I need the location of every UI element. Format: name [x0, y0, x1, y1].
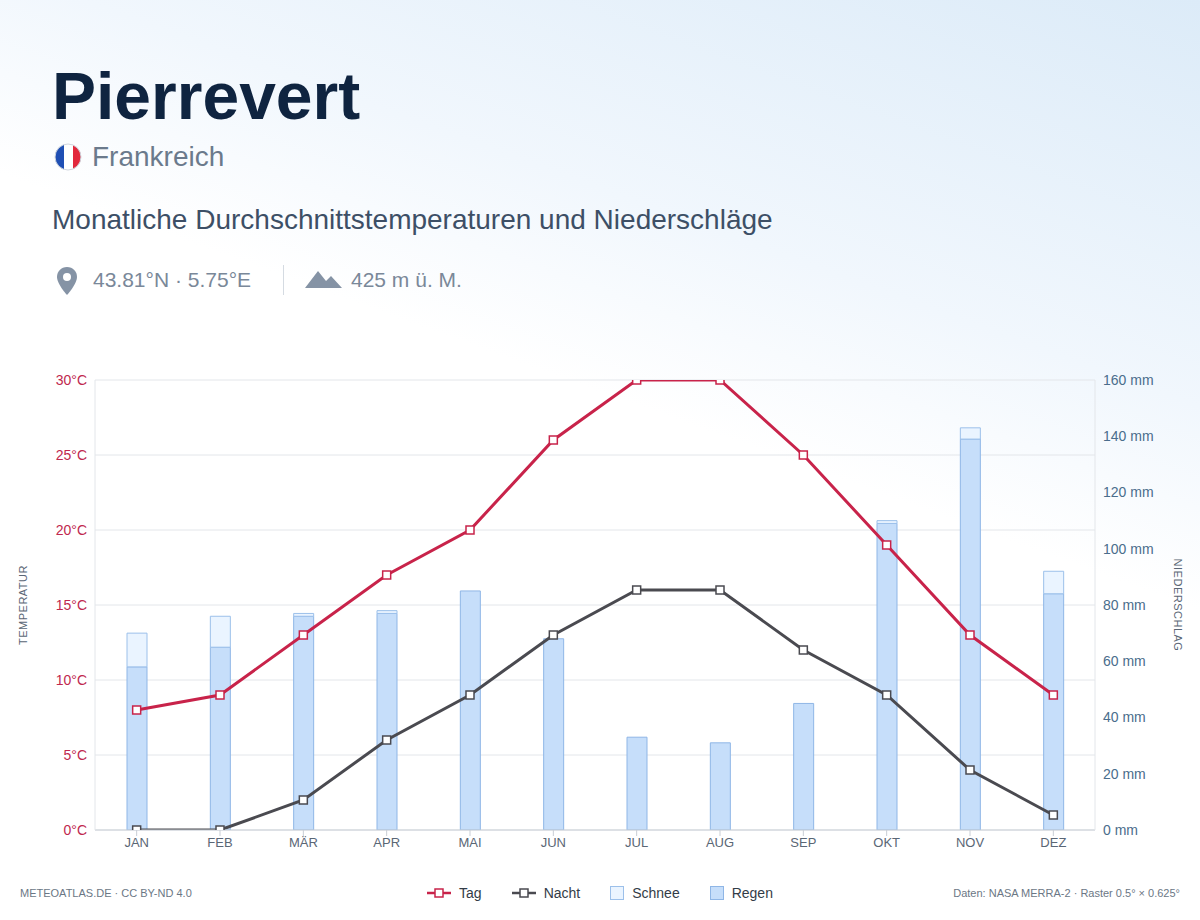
- html-text:Regen: Regen: [731, 885, 773, 901]
- svg-text:AUG: AUG: [706, 835, 734, 850]
- svg-text:10°C: 10°C: [56, 672, 87, 688]
- html-text:43.81°N · 5.75°E: 43.81°N · 5.75°E: [93, 268, 252, 291]
- html-text:Daten: NASA MERRA-2 · Raster 0: Daten: NASA MERRA-2 · Raster 0.5° × 0.62…: [953, 887, 1180, 899]
- svg-text:APR: APR: [373, 835, 400, 850]
- svg-text:0°C: 0°C: [64, 822, 88, 838]
- html-text:METEOATLAS.DE · CC BY-ND 4.0: METEOATLAS.DE · CC BY-ND 4.0: [20, 887, 192, 899]
- html-text:Tag: Tag: [459, 885, 482, 901]
- html-text:Pierrevert: Pierrevert: [52, 59, 361, 133]
- svg-text:40 mm: 40 mm: [1103, 709, 1146, 725]
- html-text:425 m ü. M.: 425 m ü. M.: [351, 268, 462, 291]
- html-text:Monatliche Durchschnittstemper: Monatliche Durchschnittstemperaturen und…: [52, 204, 773, 235]
- svg-text:NOV: NOV: [956, 835, 985, 850]
- svg-text:DEZ: DEZ: [1040, 835, 1066, 850]
- html-text:Schnee: Schnee: [632, 885, 680, 901]
- html-text:Frankreich: Frankreich: [92, 141, 225, 172]
- html-text:TEMPERATUR: TEMPERATUR: [17, 565, 29, 645]
- svg-text:OKT: OKT: [873, 835, 900, 850]
- svg-text:0 mm: 0 mm: [1103, 822, 1138, 838]
- svg-text:20 mm: 20 mm: [1103, 766, 1146, 782]
- svg-text:30°C: 30°C: [56, 372, 87, 388]
- svg-text:5°C: 5°C: [64, 747, 88, 763]
- svg-text:25°C: 25°C: [56, 447, 87, 463]
- svg-text:SEP: SEP: [790, 835, 816, 850]
- svg-text:100 mm: 100 mm: [1103, 541, 1154, 557]
- svg-text:160 mm: 160 mm: [1103, 372, 1154, 388]
- svg-text:60 mm: 60 mm: [1103, 653, 1146, 669]
- svg-text:80 mm: 80 mm: [1103, 597, 1146, 613]
- svg-text:20°C: 20°C: [56, 522, 87, 538]
- svg-text:MAI: MAI: [458, 835, 481, 850]
- svg-text:JAN: JAN: [124, 835, 149, 850]
- svg-text:120 mm: 120 mm: [1103, 484, 1154, 500]
- html-text:Nacht: Nacht: [543, 885, 581, 901]
- html-text:NIEDERSCHLAG: NIEDERSCHLAG: [1172, 558, 1184, 652]
- svg-text:JUN: JUN: [541, 835, 566, 850]
- svg-text:MÄR: MÄR: [289, 835, 318, 850]
- svg-text:140 mm: 140 mm: [1103, 428, 1154, 444]
- svg-text:JUL: JUL: [625, 835, 648, 850]
- svg-text:FEB: FEB: [207, 835, 232, 850]
- svg-text:15°C: 15°C: [56, 597, 87, 613]
